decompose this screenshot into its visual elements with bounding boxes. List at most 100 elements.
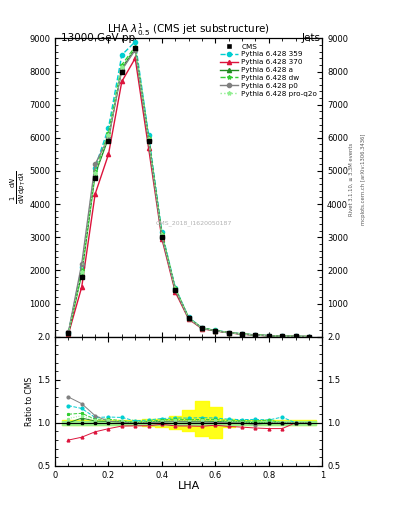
- Pythia 6.428 p0: [186, 315, 191, 322]
- CMS: [146, 138, 151, 144]
- Pythia 6.428 370: [293, 333, 298, 339]
- Pythia 6.428 dw: [200, 325, 204, 331]
- Pythia 6.428 359: [213, 327, 218, 333]
- Pythia 6.428 370: [186, 316, 191, 322]
- Pythia 6.428 p0: [160, 233, 164, 240]
- Pythia 6.428 370: [280, 333, 285, 339]
- Pythia 6.428 p0: [66, 329, 71, 335]
- Pythia 6.428 pro-q2o: [93, 169, 97, 176]
- Pythia 6.428 dw: [240, 331, 244, 337]
- Pythia 6.428 p0: [280, 333, 285, 339]
- CMS: [213, 328, 218, 334]
- Pythia 6.428 a: [266, 333, 271, 339]
- Pythia 6.428 pro-q2o: [160, 232, 164, 238]
- Pythia 6.428 p0: [266, 333, 271, 339]
- CMS: [160, 234, 164, 240]
- Pythia 6.428 a: [119, 65, 124, 71]
- Pythia 6.428 pro-q2o: [106, 132, 111, 138]
- Pythia 6.428 dw: [280, 333, 285, 339]
- Pythia 6.428 370: [307, 333, 311, 339]
- Pythia 6.428 p0: [307, 333, 311, 339]
- Pythia 6.428 370: [133, 55, 138, 61]
- Pythia 6.428 p0: [200, 325, 204, 331]
- Pythia 6.428 pro-q2o: [119, 63, 124, 70]
- Pythia 6.428 359: [280, 333, 285, 339]
- Pythia 6.428 pro-q2o: [280, 333, 285, 339]
- Pythia 6.428 dw: [93, 168, 97, 174]
- Pythia 6.428 pro-q2o: [253, 332, 258, 338]
- Pythia 6.428 a: [106, 135, 111, 141]
- Pythia 6.428 359: [160, 229, 164, 236]
- Pythia 6.428 pro-q2o: [133, 45, 138, 51]
- Text: Rivet 3.1.10, ≥ 3.3M events: Rivet 3.1.10, ≥ 3.3M events: [349, 142, 354, 216]
- Legend: CMS, Pythia 6.428 359, Pythia 6.428 370, Pythia 6.428 a, Pythia 6.428 dw, Pythia: CMS, Pythia 6.428 359, Pythia 6.428 370,…: [219, 42, 319, 98]
- CMS: [79, 274, 84, 280]
- Pythia 6.428 370: [226, 330, 231, 336]
- Pythia 6.428 359: [226, 329, 231, 335]
- Pythia 6.428 a: [79, 271, 84, 277]
- Pythia 6.428 dw: [133, 44, 138, 50]
- Line: Pythia 6.428 dw: Pythia 6.428 dw: [66, 45, 311, 338]
- Pythia 6.428 359: [266, 333, 271, 339]
- X-axis label: LHA: LHA: [178, 481, 200, 491]
- Line: CMS: CMS: [66, 46, 311, 339]
- Pythia 6.428 p0: [93, 161, 97, 167]
- CMS: [280, 333, 285, 339]
- Pythia 6.428 pro-q2o: [307, 333, 311, 339]
- Pythia 6.428 359: [93, 164, 97, 170]
- Pythia 6.428 359: [240, 331, 244, 337]
- Pythia 6.428 370: [66, 331, 71, 337]
- Pythia 6.428 a: [213, 328, 218, 334]
- Pythia 6.428 a: [307, 333, 311, 339]
- Pythia 6.428 359: [66, 330, 71, 336]
- Y-axis label: Ratio to CMS: Ratio to CMS: [25, 377, 34, 426]
- CMS: [133, 45, 138, 51]
- Pythia 6.428 370: [240, 331, 244, 337]
- Pythia 6.428 a: [240, 331, 244, 337]
- Pythia 6.428 p0: [293, 333, 298, 339]
- Pythia 6.428 p0: [79, 261, 84, 267]
- Pythia 6.428 a: [253, 332, 258, 338]
- CMS: [173, 287, 178, 293]
- Pythia 6.428 a: [146, 136, 151, 142]
- Pythia 6.428 370: [106, 152, 111, 158]
- Pythia 6.428 p0: [226, 330, 231, 336]
- Pythia 6.428 dw: [253, 332, 258, 338]
- Pythia 6.428 pro-q2o: [226, 330, 231, 336]
- Pythia 6.428 pro-q2o: [173, 286, 178, 292]
- Title: LHA $\lambda^{1}_{0.5}$ (CMS jet substructure): LHA $\lambda^{1}_{0.5}$ (CMS jet substru…: [107, 22, 270, 38]
- Pythia 6.428 359: [253, 332, 258, 338]
- Pythia 6.428 dw: [293, 333, 298, 339]
- CMS: [93, 175, 97, 181]
- Pythia 6.428 pro-q2o: [146, 136, 151, 142]
- CMS: [200, 325, 204, 331]
- Pythia 6.428 pro-q2o: [266, 333, 271, 339]
- Pythia 6.428 370: [93, 191, 97, 197]
- Pythia 6.428 p0: [253, 332, 258, 338]
- CMS: [119, 69, 124, 75]
- Pythia 6.428 370: [119, 78, 124, 84]
- CMS: [307, 333, 311, 339]
- Pythia 6.428 p0: [106, 135, 111, 141]
- Pythia 6.428 dw: [146, 135, 151, 141]
- Line: Pythia 6.428 a: Pythia 6.428 a: [66, 46, 311, 338]
- Pythia 6.428 pro-q2o: [293, 333, 298, 339]
- Pythia 6.428 p0: [213, 328, 218, 334]
- CMS: [253, 332, 258, 338]
- Pythia 6.428 359: [173, 285, 178, 291]
- Pythia 6.428 a: [173, 286, 178, 292]
- Pythia 6.428 359: [146, 132, 151, 138]
- CMS: [293, 333, 298, 339]
- Line: Pythia 6.428 370: Pythia 6.428 370: [66, 56, 311, 338]
- Pythia 6.428 dw: [307, 333, 311, 339]
- Pythia 6.428 dw: [66, 330, 71, 336]
- CMS: [240, 331, 244, 337]
- Text: mcplots.cern.ch [arXiv:1306.3436]: mcplots.cern.ch [arXiv:1306.3436]: [361, 134, 366, 225]
- Y-axis label: $\frac{1}{\mathrm{d}N} \frac{\mathrm{d}N}{\mathrm{d}p_T\, \mathrm{d}\lambda}$: $\frac{1}{\mathrm{d}N} \frac{\mathrm{d}N…: [8, 170, 28, 204]
- Pythia 6.428 359: [119, 52, 124, 58]
- Pythia 6.428 dw: [173, 285, 178, 291]
- Pythia 6.428 a: [293, 333, 298, 339]
- Pythia 6.428 p0: [133, 47, 138, 53]
- Pythia 6.428 a: [226, 330, 231, 336]
- Pythia 6.428 359: [79, 264, 84, 270]
